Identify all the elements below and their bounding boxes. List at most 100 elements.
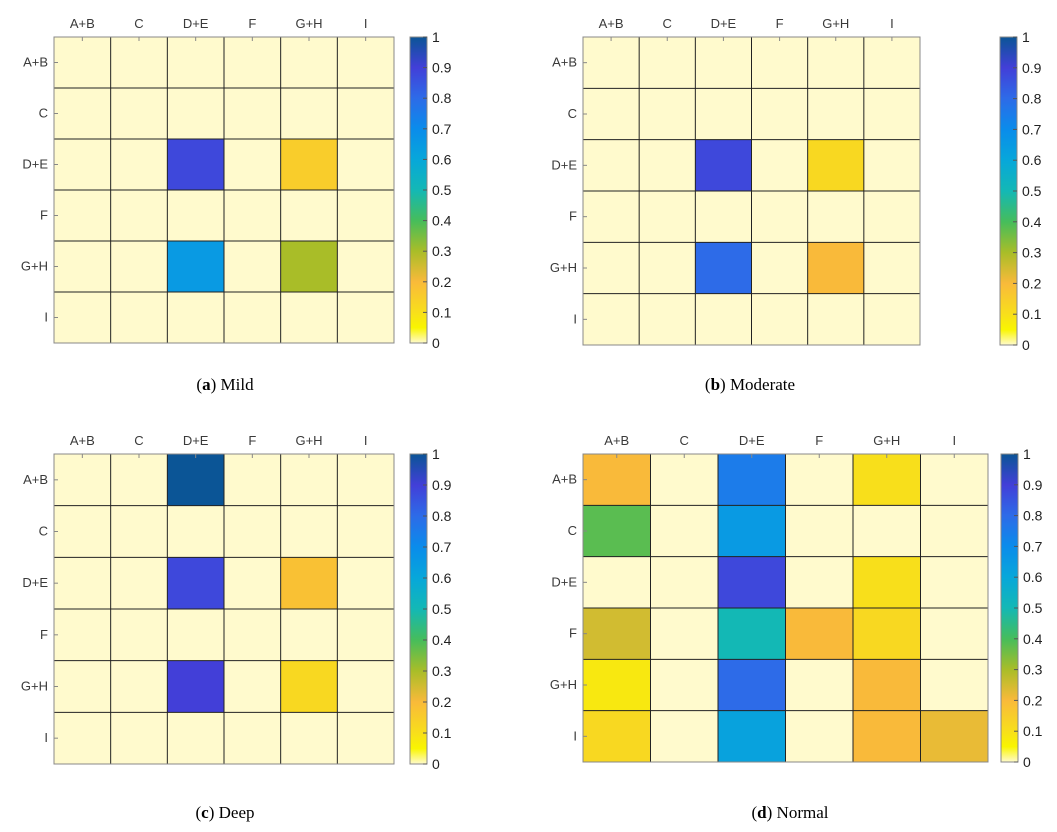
heatmap-cell-b-r2-c0 [583,139,640,191]
heatmap-panel-c: A+B A+B C C D+E D+E F F G+H G+H I I 0 0.1 0.2 0.3 0.4 0.5… [21,433,452,822]
y-tick-label: C [39,106,48,121]
heatmap-cell-c-r1-c1 [110,505,168,558]
heatmap-cell-c-r3-c4 [280,609,338,661]
heatmap-cell-a-r3-c2 [167,190,224,241]
heatmap-cell-c-r2-c5 [337,557,394,609]
heatmap-cell-c-r3-c1 [110,609,168,661]
x-tick-label: D+E [739,433,765,448]
y-tick-label: G+H [21,259,48,274]
plot-frame [582,453,989,763]
y-tick-label: F [40,627,48,642]
heatmap-cell-c-r2-c3 [224,557,281,609]
x-tick-label: G+H [295,433,322,448]
heatmap-cell-b-r0-c1 [639,37,696,89]
heatmap-cell-a-r1-c1 [110,88,168,139]
heatmap-cell-a-r3-c0 [54,190,111,241]
colorbar-tick-label: 0.3 [432,663,452,679]
heatmap-cell-d-r4-c2 [718,659,786,711]
heatmap-panel-d: A+B A+B C C D+E D+E F F G+H G+H I I 0 0.1 0.2 0.3 0.4 0.5… [550,433,1043,822]
colorbar-tick-label: 0.6 [432,570,452,586]
colorbar-tick-label: 0 [1023,754,1031,770]
heatmap-cell-b-r5-c5 [863,293,920,345]
heatmap-cell-a-r2-c0 [54,139,111,190]
colorbar-tick-label: 0.3 [1022,245,1042,261]
colorbar-tick-label: 0.7 [432,121,452,137]
colorbar-tick-label: 0.8 [1023,508,1043,524]
y-tick-label: I [44,310,48,325]
heatmap-cell-b-r5-c3 [751,293,808,345]
heatmap-cell-d-r1-c2 [718,505,786,557]
heatmap-cell-a-r5-c1 [110,292,168,343]
heatmap-cell-a-r4-c0 [54,241,111,292]
heatmap-cell-d-r3-c1 [650,608,718,660]
heatmap-cell-a-r4-c4 [280,241,338,292]
heatmap-cell-b-r3-c1 [639,191,696,243]
colorbar-tick-label: 0.1 [1022,306,1042,322]
x-tick-label: F [776,16,784,31]
heatmap-cell-d-r1-c0 [583,505,651,557]
heatmap-cell-a-r5-c3 [224,292,281,343]
heatmap-cell-d-r0-c4 [853,454,921,506]
heatmap-cell-d-r3-c4 [853,608,921,660]
colorbar-tick-label: 0.3 [432,243,452,259]
heatmap-cell-c-r1-c4 [280,505,338,558]
y-tick-label: A+B [23,472,48,487]
heatmap-cell-a-r3-c4 [280,190,338,241]
y-tick-label: I [573,728,577,743]
colorbar-tick-label: 0.9 [432,477,452,493]
panel-label: d [757,803,767,822]
y-tick-label: F [569,626,577,641]
heatmap-cell-d-r2-c0 [583,556,651,608]
heatmap-cell-d-r0-c1 [650,454,718,506]
heatmap-cell-b-r5-c4 [807,293,864,345]
heatmap-cell-c-r5-c3 [224,712,281,764]
heatmap-cell-c-r2-c2 [167,557,224,609]
heatmap-cell-a-r2-c1 [110,139,168,190]
colorbar-tick-label: 0.1 [1023,723,1043,739]
colorbar-tick-label: 0.4 [1023,631,1043,647]
heatmap-cell-b-r0-c5 [863,37,920,89]
x-tick-label: D+E [183,16,209,31]
y-tick-label: A+B [23,55,48,70]
heatmap-cell-b-r1-c0 [583,88,640,140]
colorbar-tick-label: 0.5 [432,601,452,617]
x-tick-label: G+H [295,16,322,31]
colorbar-tick-label: 0.9 [1022,60,1042,76]
heatmap-cell-c-r0-c3 [224,454,281,506]
heatmap-cell-c-r5-c4 [280,712,338,764]
heatmap-cell-a-r1-c2 [167,88,224,139]
plot-frame [582,36,921,346]
heatmap-cell-a-r2-c3 [224,139,281,190]
heatmap-cell-d-r1-c3 [785,505,853,557]
colorbar-tick-label: 0.8 [1022,91,1042,107]
x-tick-label: C [680,433,689,448]
heatmap-cell-a-r0-c1 [110,37,168,88]
heatmap-cell-d-r3-c2 [718,608,786,660]
x-tick-label: I [890,16,894,31]
colorbar-tick-label: 0.2 [1022,275,1042,291]
heatmap-cell-d-r1-c1 [650,505,718,557]
colorbar-tick-label: 0.3 [1023,662,1043,678]
heatmap-cell-c-r5-c5 [337,712,394,764]
heatmap-cell-a-r5-c5 [337,292,394,343]
heatmap-cell-d-r5-c2 [718,710,786,762]
heatmap-cell-a-r4-c3 [224,241,281,292]
colorbar-tick-label: 0 [1022,337,1030,353]
y-tick-label: I [44,730,48,745]
panel-caption: (d) Normal [752,803,829,822]
heatmap-cell-c-r0-c1 [110,454,168,506]
heatmap-cell-c-r4-c2 [167,660,224,713]
heatmap-cell-c-r1-c2 [167,505,224,558]
heatmap-cell-b-r3-c4 [807,191,864,243]
x-tick-label: F [248,16,256,31]
heatmap-cell-b-r2-c5 [863,139,920,191]
heatmap-cell-d-r2-c4 [853,556,921,608]
colorbar-tick-label: 0.2 [432,694,452,710]
heatmap-cell-a-r1-c0 [54,88,111,139]
heatmap-cell-d-r0-c2 [718,454,786,506]
colorbar-tick-label: 0.5 [1023,600,1043,616]
colorbar-tick-label: 0.9 [432,60,452,76]
x-tick-label: D+E [183,433,209,448]
heatmap-cell-c-r4-c5 [337,660,394,713]
y-tick-label: D+E [551,574,577,589]
